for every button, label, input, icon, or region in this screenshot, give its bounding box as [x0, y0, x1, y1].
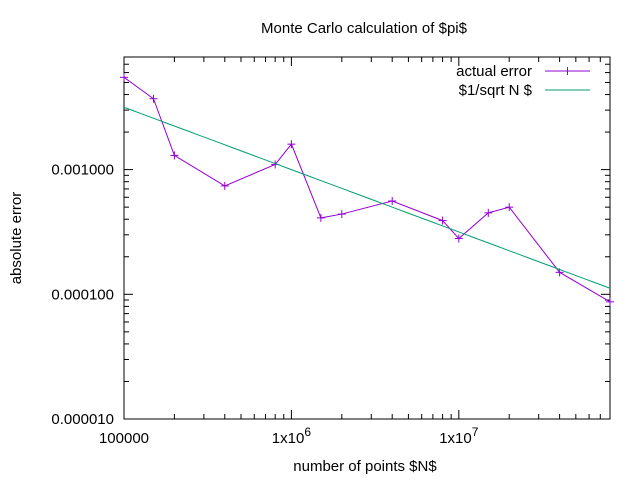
y-tick-label: 0.000010 — [51, 411, 114, 428]
x-axis-ticks: 100000 1x106 1x107 — [99, 57, 611, 447]
data-point — [287, 140, 296, 149]
chart-title: Monte Carlo calculation of $pi$ — [261, 20, 468, 37]
legend-label: actual error — [456, 63, 532, 80]
y-axis-ticks: 0.000010 0.000100 0.001000 — [51, 56, 610, 428]
data-point — [220, 181, 229, 190]
x-tick-label: 1x107 — [439, 425, 479, 447]
x-tick-label: 100000 — [99, 430, 149, 447]
data-point — [454, 234, 463, 243]
series-line-0 — [123, 76, 611, 303]
series-line-1 — [123, 106, 611, 289]
data-point — [120, 73, 128, 82]
y-tick-label: 0.001000 — [51, 162, 114, 179]
data-point — [316, 213, 325, 222]
y-tick-label: 0.000100 — [51, 286, 114, 303]
legend-label: $1/sqrt N $ — [459, 82, 533, 99]
x-tick-label: 1x106 — [272, 425, 312, 447]
data-point — [388, 197, 397, 206]
data-point — [484, 208, 493, 217]
series-layer — [120, 73, 614, 306]
y-axis-label: absolute error — [8, 192, 25, 285]
data-point — [337, 210, 346, 219]
data-point — [606, 297, 614, 306]
plot-frame — [123, 56, 611, 420]
legend: actual error $1/sqrt N $ — [456, 63, 590, 99]
data-point — [170, 151, 179, 160]
data-point — [149, 94, 158, 103]
data-point — [505, 203, 514, 212]
x-axis-label: number of points $N$ — [293, 458, 437, 475]
data-point — [438, 216, 447, 225]
legend-marker — [563, 67, 572, 75]
